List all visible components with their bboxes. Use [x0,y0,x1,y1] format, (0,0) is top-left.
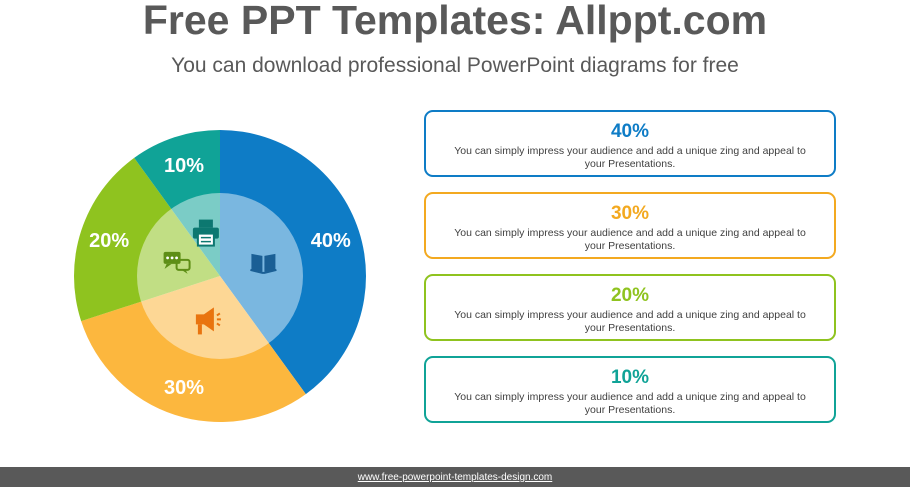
page-title: Free PPT Templates: Allppt.com [142,0,768,43]
inner-circle [137,193,303,359]
page-subtitle: You can download professional PowerPoint… [171,54,739,77]
book-icon [250,253,277,274]
slice-label: 40% [311,230,351,252]
pie-slice [73,157,220,322]
card-text: You can simply impress your audience and… [454,391,806,416]
slice-label: 10% [164,155,204,177]
card-40: 40% You can simply impress your audience… [424,110,836,177]
card-value: 40% [610,121,650,142]
card-text: You can simply impress your audience and… [454,309,806,334]
pie-slice [81,276,306,423]
footer-bar: www.free-powerpoint-templates-design.com [0,467,910,487]
chat-icon [163,251,191,274]
pie-slice [220,130,366,395]
slice-label: 20% [89,230,129,252]
card-text: You can simply impress your audience and… [454,145,806,170]
card-value: 30% [610,203,650,224]
pie-chart: 40% 30% 20% 10% [73,130,366,423]
card-value: 10% [610,367,650,388]
megaphone-icon [195,307,221,335]
card-30: 30% You can simply impress your audience… [424,192,836,259]
card-10: 10% You can simply impress your audience… [424,356,836,423]
printer-icon [192,219,219,247]
card-text: You can simply impress your audience and… [454,227,806,252]
slice-label: 30% [164,377,204,399]
footer-link[interactable]: www.free-powerpoint-templates-design.com [357,472,553,483]
card-20: 20% You can simply impress your audience… [424,274,836,341]
card-value: 20% [610,285,650,306]
